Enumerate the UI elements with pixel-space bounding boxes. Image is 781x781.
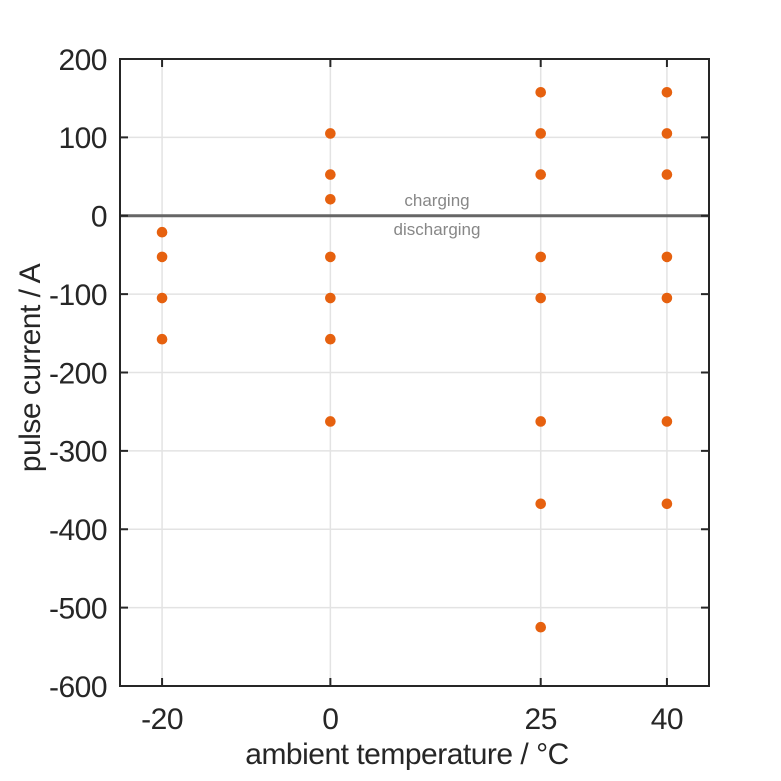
y-tick-label: -400 bbox=[49, 514, 107, 547]
data-point bbox=[535, 87, 547, 98]
y-tick-label: 0 bbox=[91, 201, 107, 234]
y-tick-label: -200 bbox=[49, 357, 107, 390]
data-point bbox=[535, 292, 547, 304]
data-point bbox=[661, 292, 673, 304]
discharging-annotation: discharging bbox=[393, 220, 481, 239]
axes-frame bbox=[119, 58, 710, 687]
x-tick-label: -20 bbox=[141, 703, 183, 736]
y-axis-label: pulse current / A bbox=[14, 263, 47, 473]
data-point bbox=[661, 128, 673, 139]
data-point bbox=[325, 416, 336, 427]
data-point bbox=[325, 128, 336, 139]
data-point bbox=[535, 416, 547, 427]
data-point bbox=[325, 169, 336, 180]
data-point bbox=[156, 251, 168, 263]
data-point bbox=[325, 193, 336, 205]
y-tick-label: -600 bbox=[49, 671, 107, 704]
data-point bbox=[661, 169, 673, 180]
data-point bbox=[156, 333, 168, 345]
data-point bbox=[661, 87, 673, 98]
data-point bbox=[325, 251, 336, 263]
y-tick-label: -100 bbox=[49, 279, 107, 312]
x-tick-label: 0 bbox=[322, 703, 338, 736]
data-point bbox=[156, 292, 168, 304]
charging-annotation: charging bbox=[404, 191, 470, 210]
data-point bbox=[535, 498, 547, 510]
y-tick-label: -300 bbox=[49, 436, 107, 469]
y-tick-label: 200 bbox=[58, 44, 107, 77]
data-point bbox=[535, 169, 547, 180]
x-axis-label: ambient temperature / °C bbox=[245, 738, 569, 771]
data-point bbox=[535, 251, 547, 263]
data-point bbox=[535, 128, 547, 139]
x-tick-label: 40 bbox=[651, 703, 683, 736]
y-tick-label: -500 bbox=[49, 592, 107, 625]
y-tick-label: 100 bbox=[58, 122, 107, 155]
data-point bbox=[325, 292, 336, 304]
data-point bbox=[156, 226, 168, 238]
data-point bbox=[325, 333, 336, 345]
data-point bbox=[661, 498, 673, 510]
data-point bbox=[661, 416, 673, 427]
x-tick-label: 25 bbox=[525, 703, 557, 736]
data-point bbox=[661, 251, 673, 263]
data-point bbox=[535, 621, 547, 633]
